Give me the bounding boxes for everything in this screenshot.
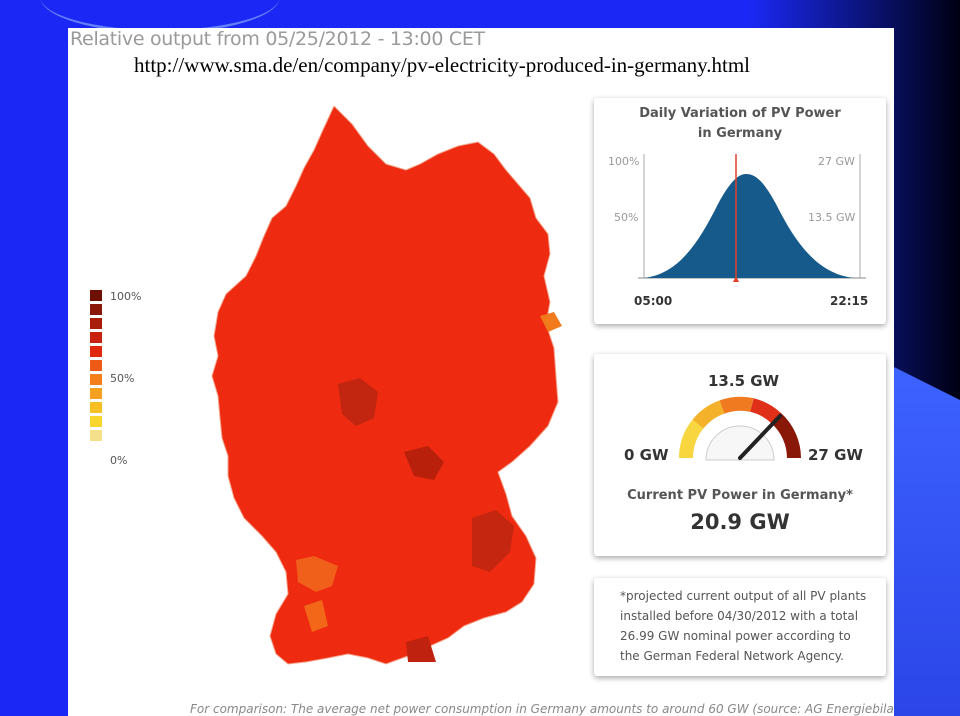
gauge-seg-4 — [750, 398, 781, 424]
gauge-center — [705, 425, 775, 461]
power-gauge — [678, 396, 801, 461]
legend-swatch — [90, 374, 102, 385]
footnote-panel: *projected current output of all PV plan… — [594, 578, 886, 676]
daily-title-line2: in Germany — [697, 126, 783, 141]
slide-content: Relative output from 05/25/2012 - 13:00 … — [68, 28, 894, 716]
axis-right-13: 13.5 GW — [808, 211, 856, 224]
daily-title-line1: Daily Variation of PV Power — [639, 106, 841, 121]
legend-swatch — [90, 304, 102, 315]
axis-left-50: 50% — [614, 211, 639, 224]
gauge-top-label: 13.5 GW — [708, 372, 780, 390]
legend-swatch — [90, 402, 102, 413]
daily-variation-panel: Daily Variation of PV Power in Germany 1… — [594, 98, 886, 324]
gauge-needle — [738, 414, 782, 460]
legend-swatch — [90, 290, 102, 301]
gauge-seg-5 — [771, 412, 801, 459]
gauge-seg-2 — [692, 400, 725, 429]
legend-swatch — [90, 332, 102, 343]
axis-right-27: 27 GW — [818, 155, 855, 168]
legend-label-50: 50% — [110, 372, 135, 385]
legend-swatch — [90, 346, 102, 357]
gauge-seg-1 — [678, 419, 704, 459]
pv-curve — [644, 174, 854, 278]
color-legend: 100% 50% 0% — [90, 290, 141, 467]
current-power-panel: 13.5 GW 0 GW 27 GW Current PV Power in G… — [594, 354, 886, 556]
comparison-note: For comparison: The average net power co… — [190, 702, 894, 716]
gauge-min-label: 0 GW — [624, 446, 669, 464]
footnote-text: *projected current output of all PV plan… — [620, 589, 867, 663]
time-marker-arrow — [733, 276, 739, 282]
region-orange-1 — [540, 312, 562, 332]
legend-swatch — [90, 430, 102, 441]
current-power-label: Current PV Power in Germany* — [627, 488, 853, 503]
current-power-value: 20.9 GW — [690, 510, 790, 534]
source-url[interactable]: http://www.sma.de/en/company/pv-electric… — [134, 53, 751, 77]
germany-outline — [211, 106, 559, 665]
legend-label-100: 100% — [110, 290, 142, 303]
legend-label-0: 0% — [110, 454, 128, 467]
start-time: 05:00 — [634, 294, 673, 308]
legend-swatch — [90, 360, 102, 371]
region-orange-3 — [304, 600, 328, 632]
region-dark-2 — [404, 446, 444, 480]
gauge-max-label: 27 GW — [808, 446, 863, 464]
axis-left-100: 100% — [608, 155, 640, 168]
end-time: 22:15 — [830, 294, 869, 308]
region-dark-1 — [338, 378, 378, 426]
germany-map — [211, 106, 562, 665]
legend-swatch — [90, 318, 102, 329]
region-dark-4 — [406, 636, 436, 662]
legend-swatch — [90, 388, 102, 399]
gauge-seg-3 — [719, 396, 754, 414]
page-title: Relative output from 05/25/2012 - 13:00 … — [70, 28, 485, 50]
legend-swatch — [90, 416, 102, 427]
region-orange-2 — [296, 556, 338, 592]
region-dark-3 — [472, 510, 514, 572]
daily-curve-chart — [638, 154, 866, 282]
